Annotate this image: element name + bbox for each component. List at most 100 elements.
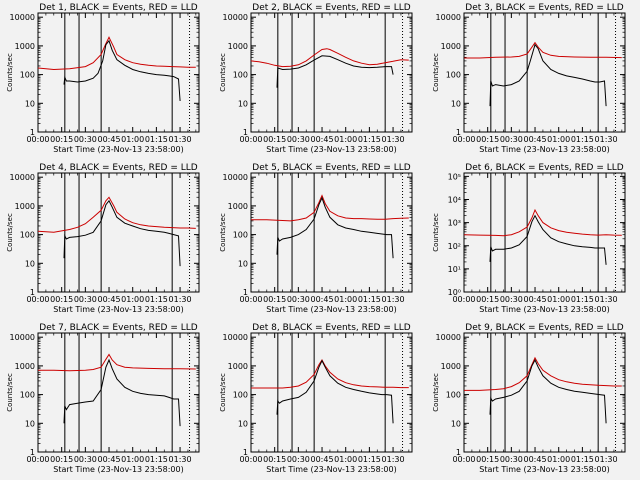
x-tick-label: 00:00	[452, 455, 475, 464]
x-tick-label: 00:30	[287, 295, 310, 304]
plot-frame	[37, 172, 200, 293]
y-tick-label: 1	[243, 288, 248, 297]
x-tick-label: 00:00	[239, 135, 262, 144]
x-tick-label: 00:15	[50, 295, 73, 304]
x-tick-label: 00:00	[452, 135, 475, 144]
x-tick-label: 00:15	[263, 295, 286, 304]
x-tick-label: 01:15	[571, 135, 594, 144]
y-tick-label: 100	[233, 231, 248, 240]
panel-title: Det 4, BLACK = Events, RED = LLD	[39, 163, 198, 173]
x-tick-label: 01:30	[169, 135, 192, 144]
x-tick-label: 00:15	[263, 455, 286, 464]
y-tick-label: 1000	[441, 42, 461, 51]
x-tick-label: 01:15	[145, 455, 168, 464]
lld-series-line	[464, 41, 622, 59]
y-tick-label: 1000	[228, 42, 248, 51]
x-tick-label: 01:00	[334, 135, 357, 144]
x-tick-label: 00:45	[523, 135, 546, 144]
x-axis-label: Start Time (23-Nov-13 23:58:00)	[53, 305, 183, 314]
x-tick-label: 01:15	[145, 295, 168, 304]
x-tick-label: 01:00	[547, 295, 570, 304]
y-tick-label: 10	[25, 99, 35, 108]
y-tick-label: 1000	[15, 42, 35, 51]
y-tick-label: 100	[20, 391, 35, 400]
x-axis-label: Start Time (23-Nov-13 23:58:00)	[53, 145, 183, 154]
x-tick-label: 00:45	[97, 135, 120, 144]
events-series-line	[63, 199, 181, 267]
x-tick-label: 00:30	[74, 455, 97, 464]
events-series-line	[489, 358, 607, 424]
x-tick-label: 01:30	[169, 295, 192, 304]
y-tick-label: 10000	[436, 333, 461, 342]
x-tick-label: 01:15	[358, 455, 381, 464]
plot-frame	[463, 332, 626, 453]
x-tick-label: 00:45	[310, 455, 333, 464]
y-tick-label: 10	[451, 99, 461, 108]
lld-series-line	[251, 359, 409, 389]
events-series-line	[276, 55, 394, 88]
y-tick-label: 1	[30, 128, 35, 137]
x-tick-label: 01:15	[571, 455, 594, 464]
x-tick-label: 00:45	[523, 295, 546, 304]
plot-frame	[250, 172, 413, 293]
x-tick-label: 00:00	[239, 295, 262, 304]
lld-series-line	[463, 208, 622, 237]
panel-title: Det 9, BLACK = Events, RED = LLD	[465, 323, 624, 333]
events-series-line	[63, 358, 181, 427]
y-tick-label: 1	[30, 448, 35, 457]
y-tick-label: 10000	[223, 13, 248, 22]
events-series-line	[63, 39, 181, 102]
panel-det-3: Det 3, BLACK = Events, RED = LLD 1 10 100 10…	[432, 3, 626, 154]
x-tick-label: 00:30	[500, 455, 523, 464]
x-tick-label: 00:30	[287, 135, 310, 144]
y-tick-label: 10000	[10, 333, 35, 342]
x-tick-label: 01:00	[547, 135, 570, 144]
x-tick-label: 00:30	[500, 135, 523, 144]
y-axis-label: Counts/sec	[6, 213, 14, 252]
lld-series-line	[38, 353, 196, 372]
plot-frame	[463, 12, 626, 133]
lld-series-line	[464, 356, 622, 391]
y-tick-label: 1000	[228, 362, 248, 371]
lld-series-line	[251, 194, 409, 222]
y-axis-label: Counts/sec	[219, 213, 227, 252]
panel-det-8: Det 8, BLACK = Events, RED = LLD 1 10 100 10…	[219, 323, 413, 474]
x-tick-label: 00:00	[452, 295, 475, 304]
y-tick-label: 1000	[441, 362, 461, 371]
y-tick-label: 100	[233, 71, 248, 80]
x-axis-label: Start Time (23-Nov-13 23:58:00)	[479, 145, 609, 154]
x-tick-label: 01:00	[334, 455, 357, 464]
x-tick-label: 01:30	[595, 455, 618, 464]
x-tick-label: 01:00	[121, 455, 144, 464]
events-series-line	[276, 196, 394, 259]
y-tick-label: 1	[456, 448, 461, 457]
plot-frame	[250, 12, 413, 133]
y-tick-label: 10⁰	[448, 288, 461, 297]
y-tick-label: 10000	[10, 173, 35, 182]
panel-det-6: Det 6, BLACK = Events, RED = LLD 10⁰ 10¹ 10…	[432, 163, 626, 314]
x-tick-label: 00:15	[476, 295, 499, 304]
y-tick-label: 100	[446, 71, 461, 80]
y-tick-label: 10¹	[448, 265, 461, 274]
plot-frame	[37, 332, 200, 453]
y-tick-label: 100	[446, 391, 461, 400]
panel-title: Det 1, BLACK = Events, RED = LLD	[39, 3, 198, 13]
y-axis-label: Counts/sec	[219, 373, 227, 412]
y-tick-label: 10	[238, 259, 248, 268]
y-tick-label: 10000	[10, 13, 35, 22]
x-tick-label: 01:00	[121, 295, 144, 304]
y-axis-label: Counts/sec	[432, 213, 440, 252]
x-tick-label: 01:00	[547, 455, 570, 464]
x-tick-label: 00:15	[50, 455, 73, 464]
x-tick-label: 00:15	[50, 135, 73, 144]
x-tick-label: 01:00	[334, 295, 357, 304]
y-tick-label: 10000	[223, 173, 248, 182]
x-tick-label: 00:15	[476, 455, 499, 464]
y-tick-label: 1000	[228, 202, 248, 211]
y-tick-label: 1	[243, 448, 248, 457]
lld-series-line	[250, 48, 409, 68]
events-series-line	[489, 43, 607, 107]
x-tick-label: 00:30	[287, 455, 310, 464]
y-tick-label: 10	[451, 419, 461, 428]
panel-title: Det 3, BLACK = Events, RED = LLD	[465, 3, 624, 13]
